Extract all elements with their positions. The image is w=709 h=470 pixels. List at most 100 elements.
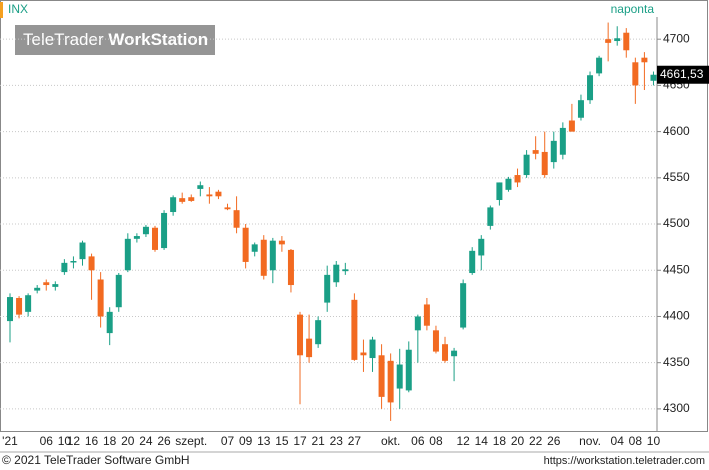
x-tick-label: 10 [647, 434, 661, 448]
x-tick-label: 08 [429, 434, 443, 448]
frame [0, 0, 708, 432]
candle-body [215, 191, 222, 197]
candle-body [568, 120, 575, 132]
url: https://workstation.teletrader.com [544, 455, 705, 467]
candle-body [34, 287, 41, 291]
candle-body [315, 320, 322, 345]
candle-body [587, 75, 594, 101]
candle-body [505, 178, 512, 190]
x-tick-label: 27 [348, 434, 362, 448]
candle-body [414, 316, 421, 331]
x-tick-label: 10 [58, 434, 72, 448]
candle-body [97, 279, 104, 317]
candle-body [423, 304, 430, 326]
candle-body [478, 238, 485, 256]
x-tick-label: 26 [157, 434, 171, 448]
candle-body [170, 197, 177, 213]
candle-body [360, 352, 367, 356]
candle-body [623, 32, 630, 51]
candle-body [650, 74, 657, 81]
x-tick-label: 24 [139, 434, 153, 448]
x-tick-label: nov. [579, 434, 601, 448]
symbol: INX [8, 2, 28, 16]
candle-body [496, 182, 503, 201]
x-tick-label: 16 [85, 434, 99, 448]
watermark-part: TeleTrader [23, 30, 104, 49]
x-tick-label: okt. [381, 434, 400, 448]
x-tick-label: 07 [221, 434, 235, 448]
candle-body [287, 249, 294, 286]
copyright: © 2021 TeleTrader Software GmbH [2, 453, 190, 467]
candle-body [451, 350, 458, 357]
candle-body [387, 360, 394, 403]
candle-body [532, 150, 539, 154]
x-tick-label: 14 [475, 434, 489, 448]
candle-body [260, 239, 267, 276]
x-tick-label: 17 [293, 434, 307, 448]
watermark-part: WorkStation [108, 30, 208, 49]
candle-body [152, 227, 159, 250]
candle-body [351, 299, 358, 360]
candle-body [133, 236, 140, 239]
x-tick-label: 18 [103, 434, 117, 448]
last-price-label: 4661,53 [660, 67, 704, 81]
symbol-marker [0, 2, 3, 18]
candle-body [61, 262, 68, 273]
x-tick-label: 15 [275, 434, 289, 448]
y-tick-label: 4450 [663, 262, 690, 276]
candle-body [550, 140, 557, 163]
candle-body [224, 207, 231, 210]
candle-body [269, 240, 276, 271]
candle-body [559, 127, 566, 155]
x-tick-label: 09 [239, 434, 253, 448]
candle-body [342, 269, 349, 272]
x-tick-label: 13 [257, 434, 271, 448]
candle-body [106, 311, 113, 334]
candle-body [233, 210, 240, 228]
candle-body [88, 256, 95, 271]
candle-body [487, 207, 494, 226]
x-tick-label: 12 [67, 434, 81, 448]
candle-body [460, 283, 467, 328]
candle-body [251, 244, 258, 252]
y-tick-label: 4350 [663, 355, 690, 369]
candle-body [278, 240, 285, 245]
watermark-box [15, 25, 215, 55]
y-tick-label: 4500 [663, 216, 690, 230]
candle-body [596, 57, 603, 74]
candle-body [16, 297, 23, 315]
x-tick-label: '21 [2, 434, 18, 448]
candle-body [242, 227, 249, 262]
x-tick-label: 06 [411, 434, 425, 448]
candle-body [161, 212, 168, 249]
watermark: TeleTrader WorkStation [23, 30, 208, 49]
x-tick-label: 26 [547, 434, 561, 448]
footer [0, 452, 709, 470]
x-tick-label: 18 [493, 434, 507, 448]
y-tick-label: 4700 [663, 31, 690, 45]
x-tick-label: 22 [529, 434, 543, 448]
candle-body [70, 261, 77, 263]
x-tick-label: 21 [311, 434, 325, 448]
candle-body [142, 226, 149, 235]
candle-body [405, 349, 412, 391]
y-tick-label: 4400 [663, 309, 690, 323]
x-tick-label: 04 [611, 434, 625, 448]
x-tick-label: 20 [511, 434, 525, 448]
candle-body [25, 295, 32, 312]
candle-body [306, 338, 313, 358]
candle-body [7, 297, 13, 322]
candle-body [179, 198, 186, 202]
candle-body [632, 62, 639, 86]
candle-body [297, 314, 304, 356]
candle-body [605, 39, 612, 43]
x-tick-label: 12 [456, 434, 470, 448]
candle-body [614, 38, 621, 42]
candle-body [43, 282, 50, 286]
candle-body [432, 330, 439, 352]
x-tick-label: 06 [40, 434, 54, 448]
candle-body [197, 185, 204, 189]
x-tick-label: 08 [629, 434, 643, 448]
candle-body [396, 364, 403, 389]
